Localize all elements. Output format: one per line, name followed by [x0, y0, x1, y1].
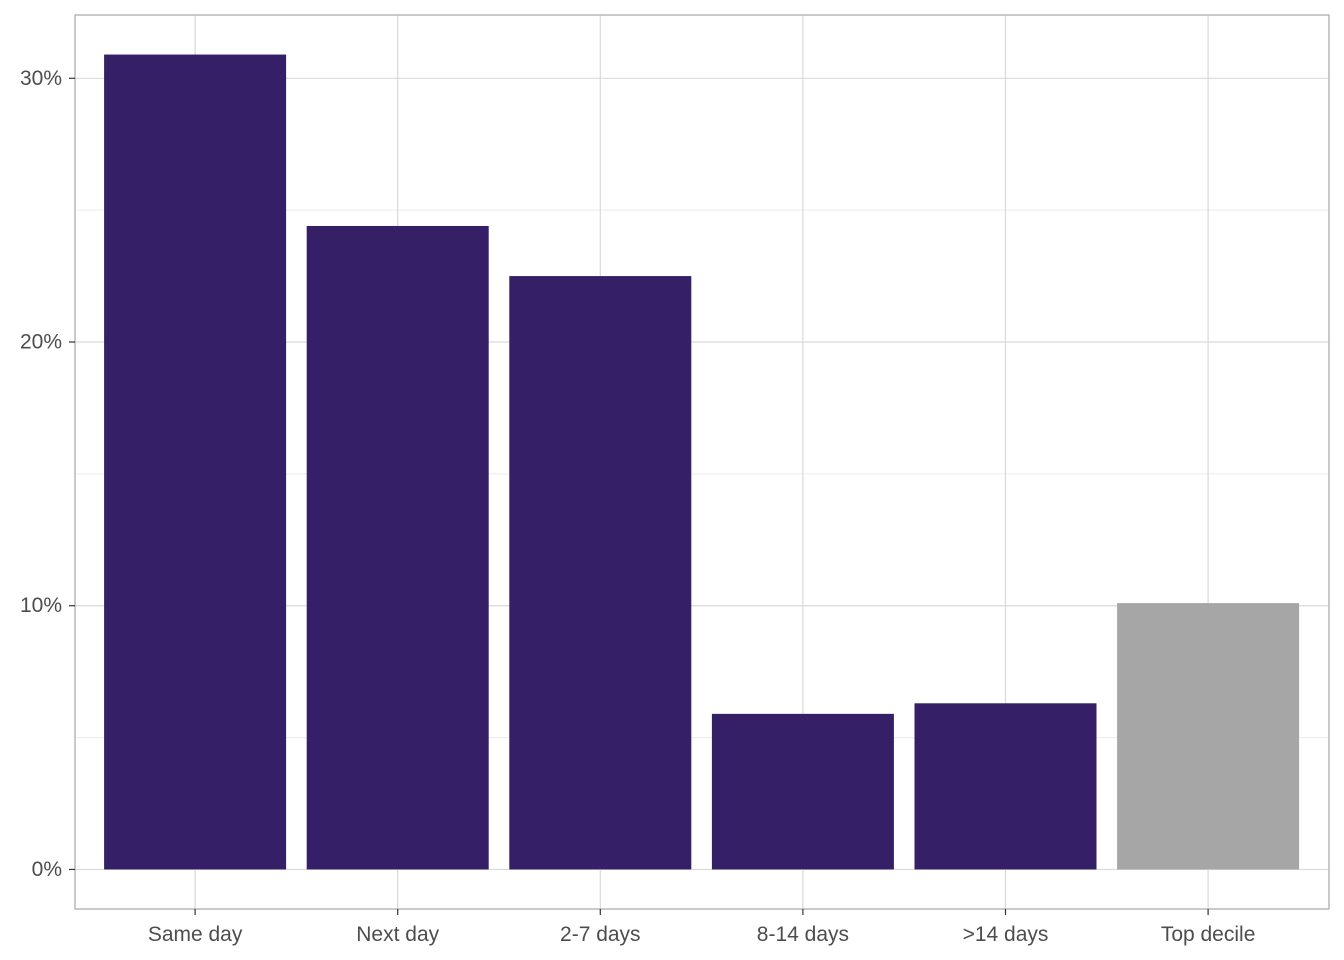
bar: [509, 276, 692, 870]
bars: [104, 54, 1300, 870]
y-tick-label: 30%: [20, 67, 62, 90]
y-tick-label: 0%: [32, 858, 62, 881]
x-tick-label: Top decile: [1161, 923, 1256, 946]
x-tick-label: 8-14 days: [757, 923, 849, 946]
panel-border: [74, 14, 1330, 910]
bar: [914, 703, 1097, 870]
y-axis: 0% 10% 20% 30%: [20, 67, 75, 881]
x-tick-label: Next day: [356, 923, 439, 946]
x-tick-label: 2-7 days: [560, 923, 641, 946]
bar: [1117, 603, 1300, 870]
x-axis: Same day Next day 2-7 days 8-14 days >14 day…: [148, 909, 1256, 946]
x-tick-label: Same day: [148, 923, 243, 946]
bar: [306, 225, 489, 870]
x-tick-label: >14 days: [963, 923, 1049, 946]
bar: [104, 54, 287, 870]
bar: [711, 713, 894, 870]
y-tick-label: 10%: [20, 594, 62, 617]
y-tick-label: 20%: [20, 331, 62, 354]
